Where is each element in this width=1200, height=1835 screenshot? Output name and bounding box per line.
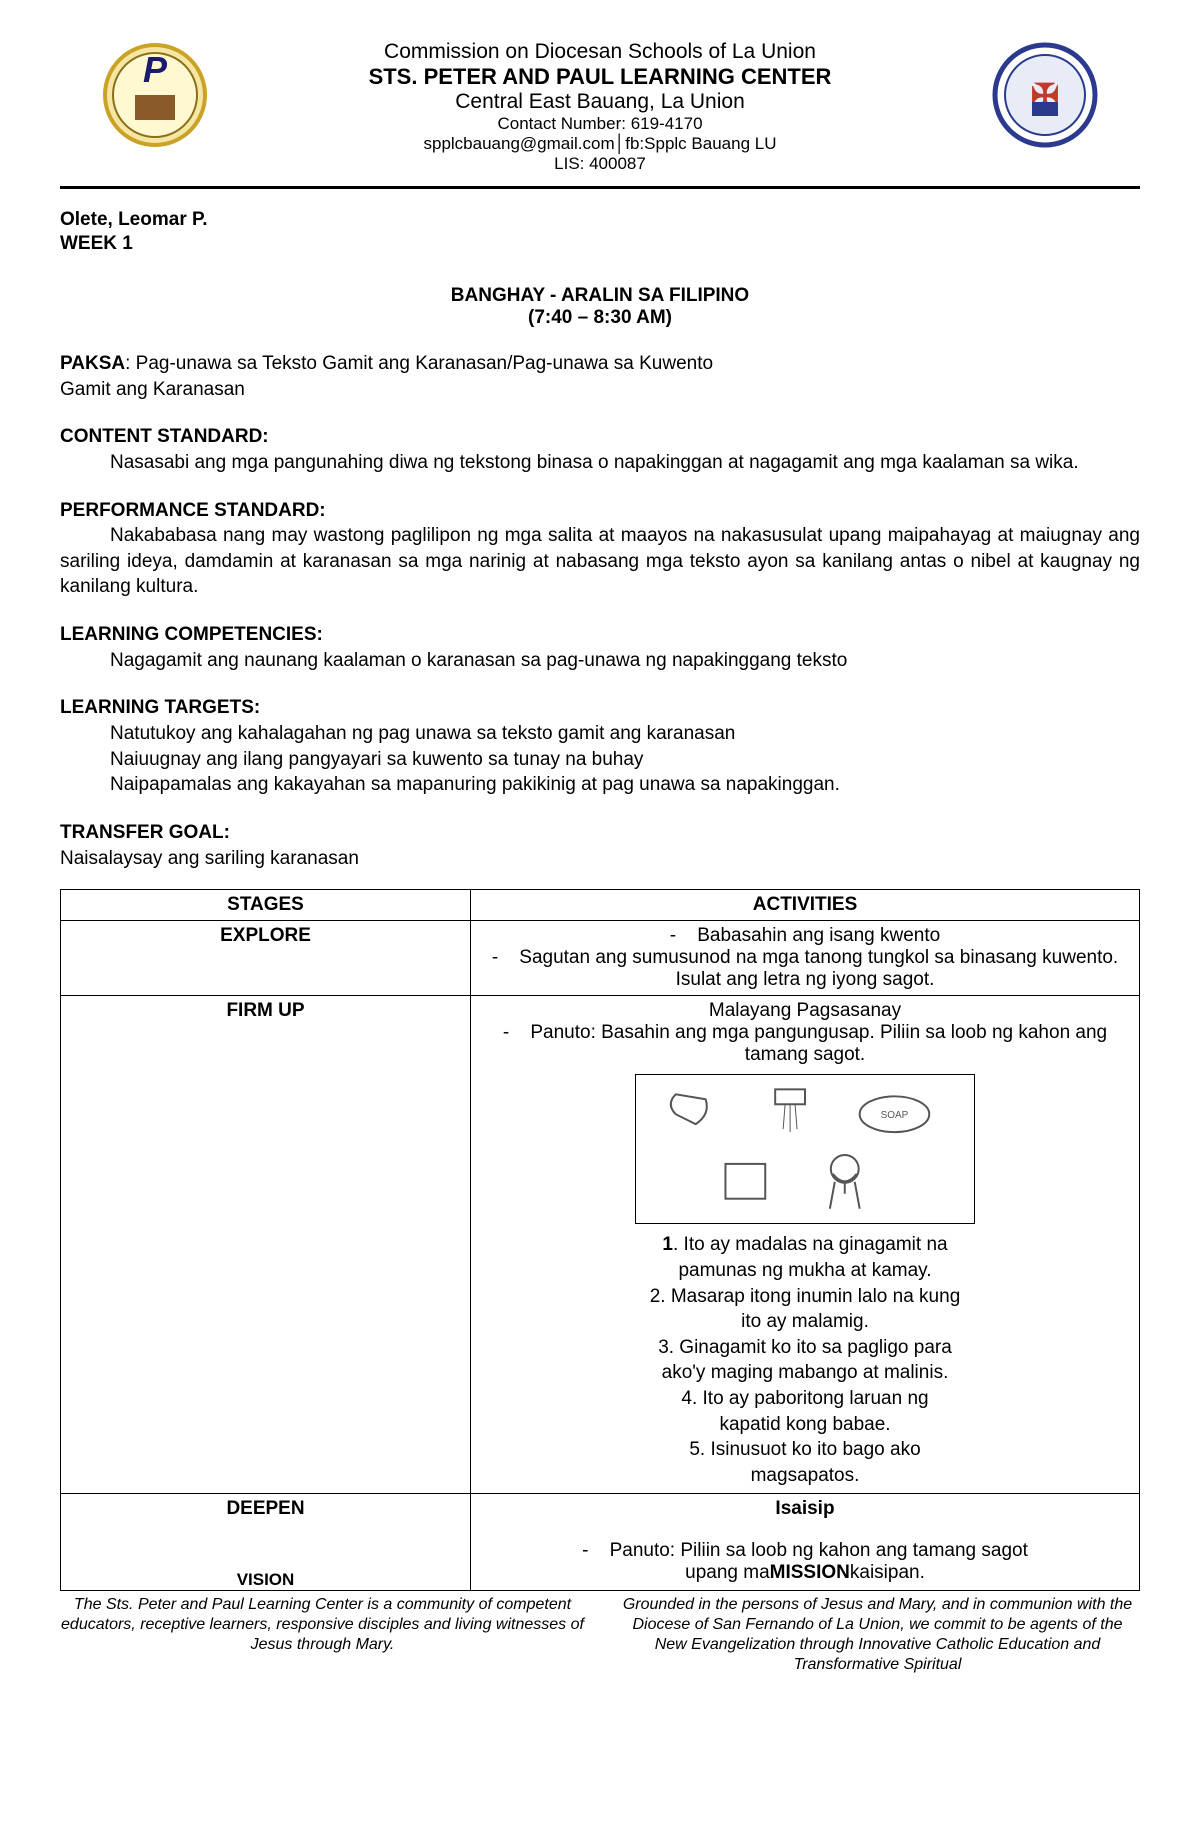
explore-activities: - Babasahin ang isang kwento - Sagutan a…: [471, 921, 1140, 996]
firmup-q3: 3. Ginagamit ko ito sa pagligo paraako'y…: [481, 1335, 1129, 1386]
performance-standard-label: PERFORMANCE STANDARD:: [60, 498, 1140, 524]
firmup-image-box: SOAP: [635, 1074, 975, 1224]
transfer-goal-body: Naisalaysay ang sariling karanasan: [60, 846, 1140, 872]
firmup-panuto: Panuto: Basahin ang mga pangungusap. Pil…: [530, 1022, 1107, 1065]
firmup-q5: 5. Isinusuot ko ito bago akomagsapatos.: [481, 1437, 1129, 1488]
header-line5: spplcbauang@gmail.com│fb:Spplc Bauang LU: [60, 134, 1140, 154]
lesson-time: (7:40 – 8:30 AM): [60, 307, 1140, 329]
performance-standard-section: PERFORMANCE STANDARD: Nakababasa nang ma…: [60, 498, 1140, 601]
letterhead: P Commission on Diocesan Schools of La U…: [60, 40, 1140, 174]
header-divider: [60, 186, 1140, 189]
performance-standard-body: Nakababasa nang may wastong paglilipon n…: [60, 523, 1140, 600]
learning-targets-section: LEARNING TARGETS: Natutukoy ang kahalaga…: [60, 695, 1140, 798]
lesson-title: BANGHAY - ARALIN SA FILIPINO: [60, 285, 1140, 307]
activities-header: ACTIVITIES: [471, 890, 1140, 921]
week-label: WEEK 1: [60, 233, 1140, 255]
firmup-stage: FIRM UP: [61, 996, 471, 1493]
paksa-section: PAKSA: Pag-unawa sa Teksto Gamit ang Kar…: [60, 351, 1140, 402]
content-standard-label: CONTENT STANDARD:: [60, 424, 1140, 450]
deepen-label: DEEPEN: [71, 1498, 460, 1520]
author-name: Olete, Leomar P.: [60, 209, 1140, 231]
svg-text:P: P: [143, 49, 168, 90]
transfer-goal-label: TRANSFER GOAL:: [60, 820, 1140, 846]
firmup-q1: . Ito ay madalas na ginagamit napamunas …: [673, 1234, 948, 1281]
deepen-activities: Isaisip - Panuto: Piliin sa loob ng kaho…: [471, 1493, 1140, 1590]
header-line2: STS. PETER AND PAUL LEARNING CENTER: [60, 64, 1140, 90]
footer: The Sts. Peter and Paul Learning Center …: [60, 1595, 1140, 1675]
svg-text:SOAP: SOAP: [881, 1110, 909, 1121]
content-standard-section: CONTENT STANDARD: Nasasabi ang mga pangu…: [60, 424, 1140, 475]
learning-target-3: Naipapamalas ang kakayahan sa mapanuring…: [60, 772, 1140, 798]
learning-target-1: Natutukoy ang kahalagahan ng pag unawa s…: [60, 721, 1140, 747]
mission-text: Grounded in the persons of Jesus and Mar…: [615, 1595, 1140, 1675]
vision-label: VISION: [71, 1570, 460, 1590]
learning-competencies-section: LEARNING COMPETENCIES: Nagagamit ang nau…: [60, 622, 1140, 673]
firmup-activities: Malayang Pagsasanay - Panuto: Basahin an…: [471, 996, 1140, 1493]
paksa-text: : Pag-unawa sa Teksto Gamit ang Karanasa…: [125, 353, 713, 374]
firmup-q2: 2. Masarap itong inumin lalo na kungito …: [481, 1284, 1129, 1335]
learning-targets-label: LEARNING TARGETS:: [60, 695, 1140, 721]
logo-left: P: [100, 40, 210, 150]
logo-right: ✠: [990, 40, 1100, 150]
explore-item-2: Sagutan ang sumusunod na mga tanong tung…: [519, 947, 1118, 990]
learning-competencies-body: Nagagamit ang naunang kaalaman o karanas…: [60, 648, 1140, 674]
content-standard-body: Nasasabi ang mga pangunahing diwa ng tek…: [60, 450, 1140, 476]
explore-stage: EXPLORE: [61, 921, 471, 996]
deepen-header: Isaisip: [481, 1498, 1129, 1520]
header-line6: LIS: 400087: [60, 154, 1140, 174]
header-line4: Contact Number: 619-4170: [60, 114, 1140, 134]
deepen-stage: DEEPEN VISION: [61, 1493, 471, 1590]
explore-item-1: Babasahin ang isang kwento: [697, 925, 940, 946]
header-line3: Central East Bauang, La Union: [60, 90, 1140, 114]
firmup-q4: 4. Ito ay paboritong laruan ngkapatid ko…: [481, 1386, 1129, 1437]
header-line1: Commission on Diocesan Schools of La Uni…: [60, 40, 1140, 64]
firmup-header: Malayang Pagsasanay: [481, 1000, 1129, 1022]
deepen-panuto: Panuto: Piliin sa loob ng kahon ang tama…: [610, 1540, 1028, 1583]
paksa-text2: Gamit ang Karanasan: [60, 377, 1140, 403]
stages-header: STAGES: [61, 890, 471, 921]
transfer-goal-section: TRANSFER GOAL: Naisalaysay ang sariling …: [60, 820, 1140, 871]
learning-target-2: Naiuugnay ang ilang pangyayari sa kuwent…: [60, 747, 1140, 773]
vision-text: The Sts. Peter and Paul Learning Center …: [60, 1595, 585, 1675]
learning-competencies-label: LEARNING COMPETENCIES:: [60, 622, 1140, 648]
header-text-block: Commission on Diocesan Schools of La Uni…: [60, 40, 1140, 174]
stages-table: STAGES ACTIVITIES EXPLORE - Babasahin an…: [60, 889, 1140, 1590]
paksa-label: PAKSA: [60, 353, 125, 374]
